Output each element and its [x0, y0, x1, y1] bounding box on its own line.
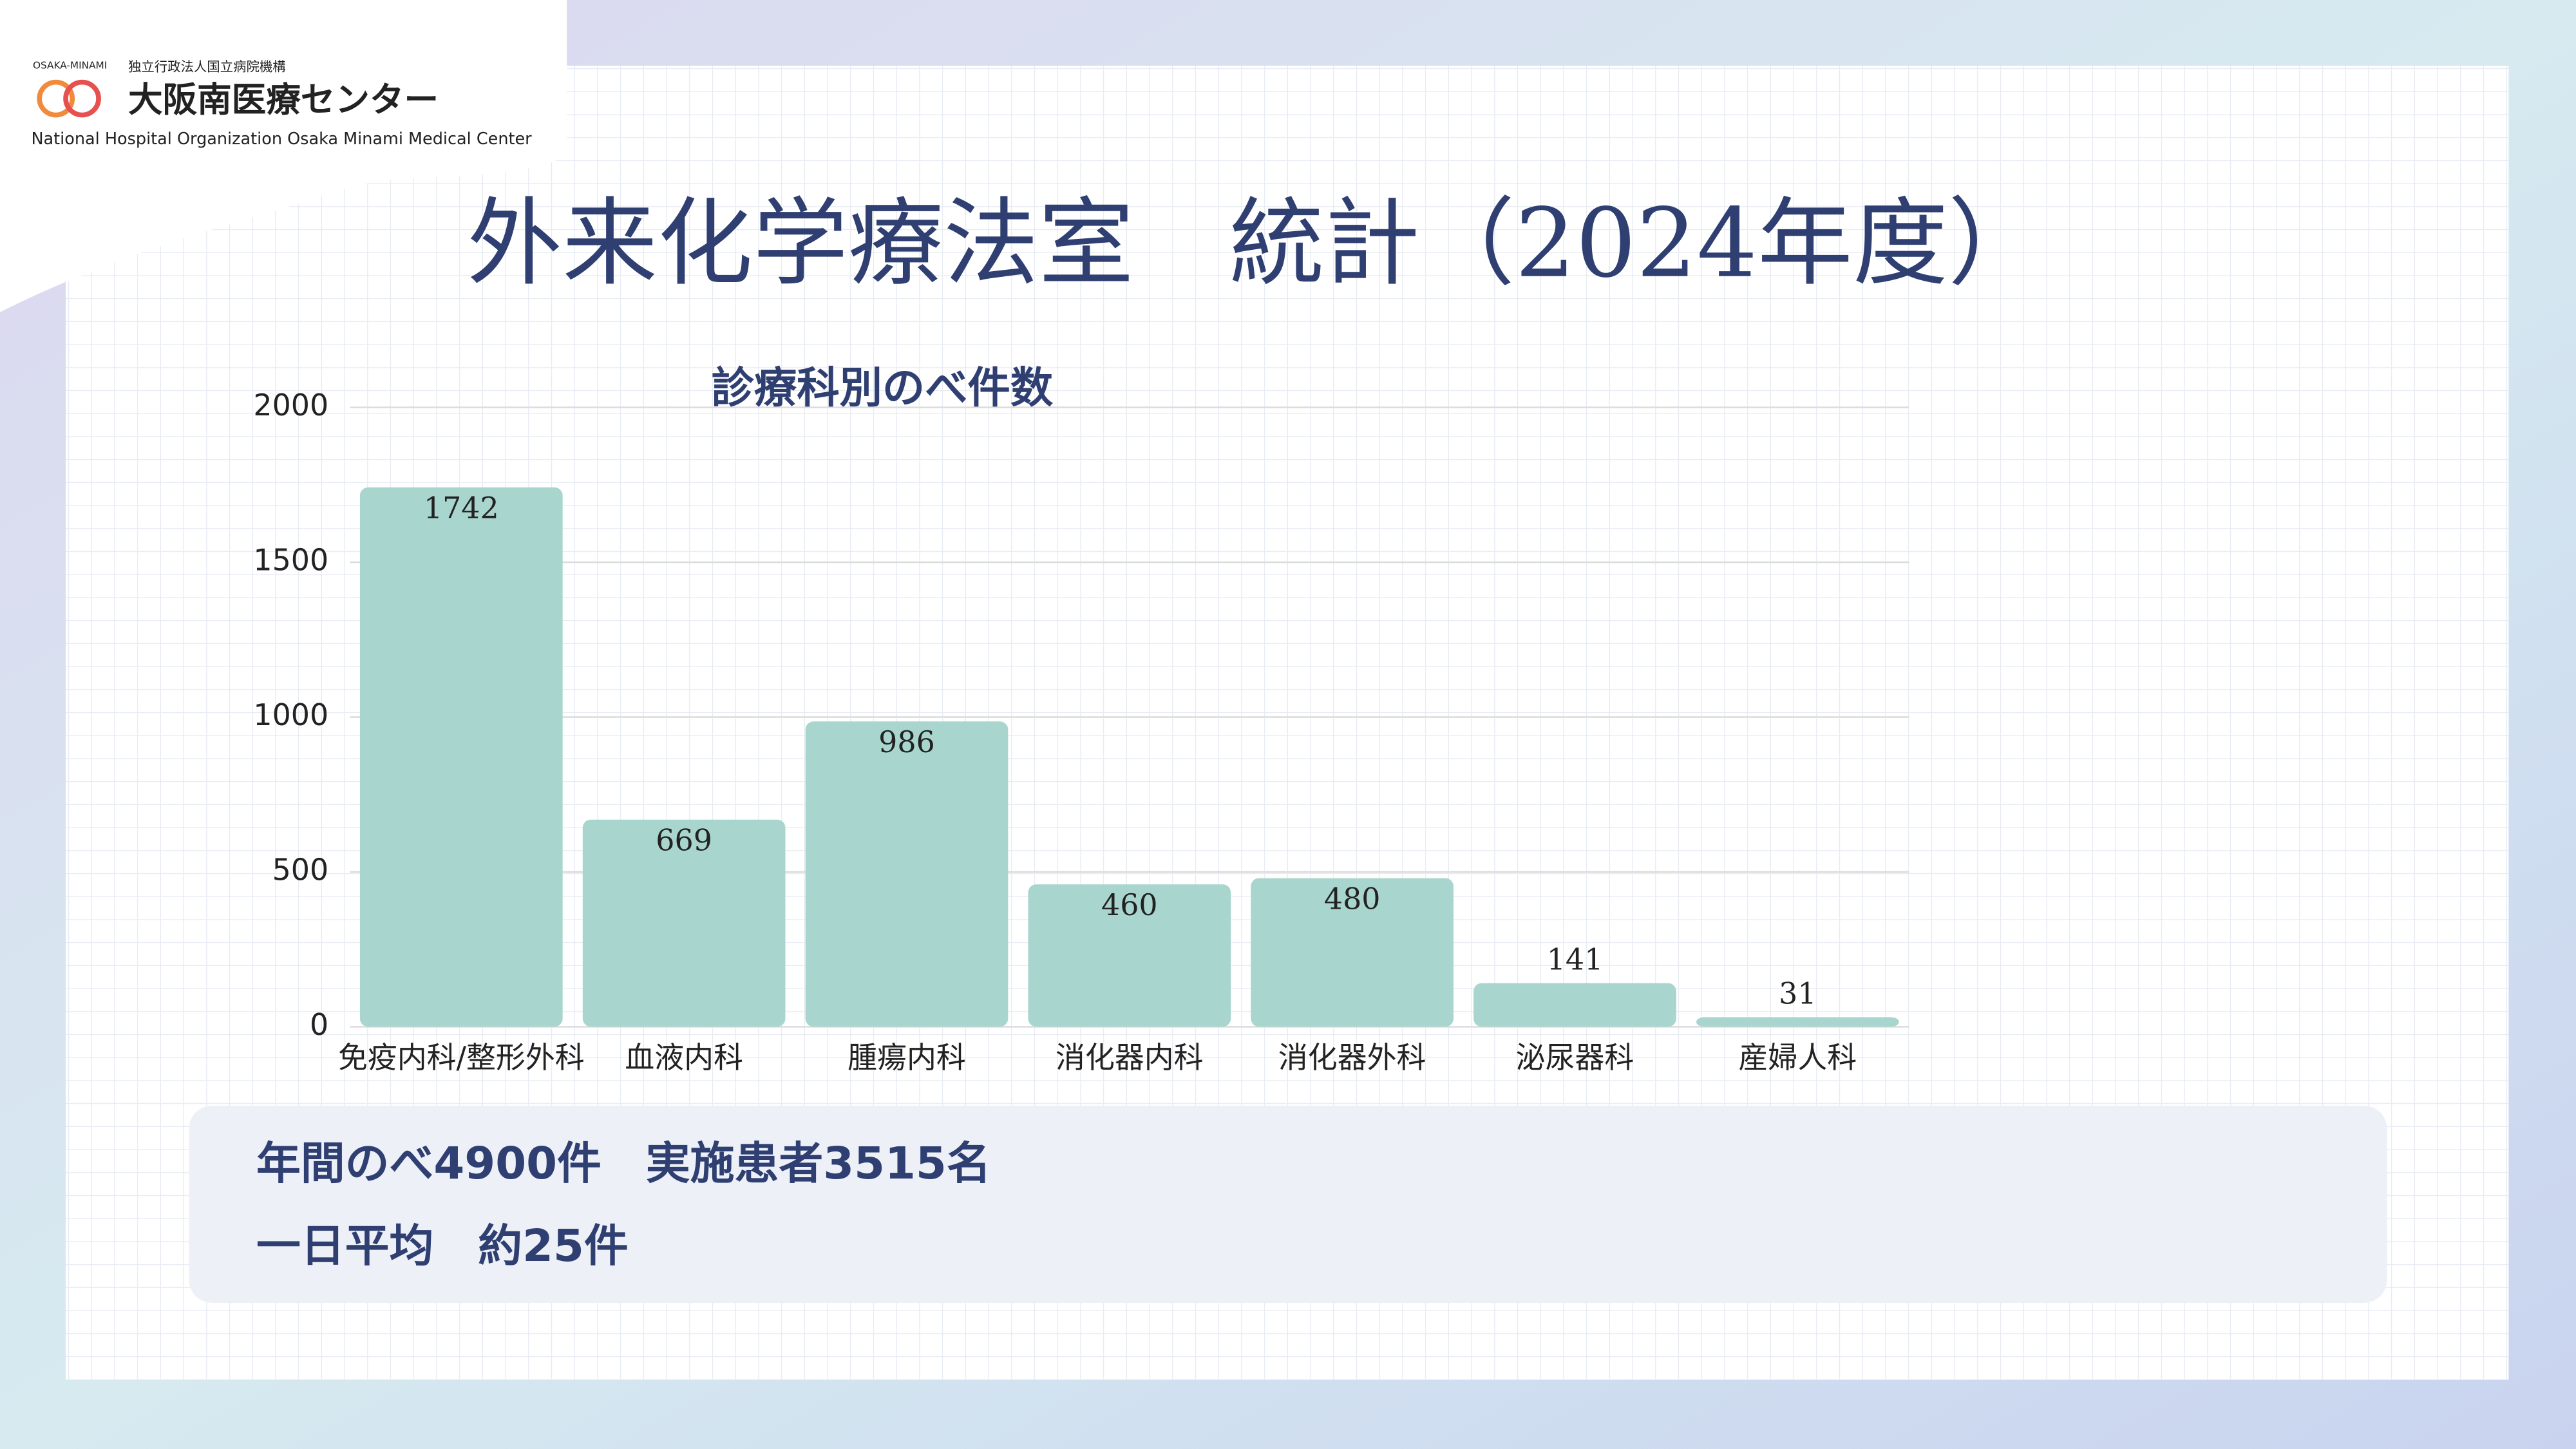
chart-title: 診療科別のべ件数: [712, 363, 1054, 413]
logo-mark: OSAKA-MINAMI: [33, 60, 107, 71]
y-tick-label: 1000: [253, 697, 328, 732]
x-tick-label: 消化器内科: [1056, 1040, 1204, 1075]
value-label: 141: [1547, 942, 1604, 976]
y-tick-label: 0: [310, 1007, 328, 1042]
logo-english: National Hospital Organization Osaka Min…: [31, 129, 532, 149]
bar: [1696, 1017, 1899, 1027]
logo-backdrop: [0, 0, 567, 312]
value-label: 986: [878, 724, 935, 759]
summary-line: 一日平均 約25件: [256, 1220, 629, 1272]
value-label: 31: [1779, 976, 1816, 1010]
value-label: 460: [1101, 887, 1158, 922]
x-tick-label: 血液内科: [625, 1040, 743, 1075]
summary-box: [189, 1105, 2387, 1303]
y-tick-label: 1500: [253, 543, 328, 578]
y-tick-label: 2000: [253, 388, 328, 422]
logo-icon: [37, 79, 101, 118]
slide-title: 外来化学療法室 統計（2024年度）: [467, 188, 2043, 299]
bar: [582, 819, 786, 1027]
x-tick-label: 泌尿器科: [1516, 1040, 1634, 1075]
value-label: 480: [1324, 881, 1381, 916]
value-label: 669: [656, 822, 712, 857]
x-tick-label: 産婦人科: [1739, 1040, 1857, 1075]
x-tick-label: 腫瘍内科: [848, 1040, 966, 1075]
summary-line: 年間のべ4900件 実施患者3515名: [256, 1138, 991, 1189]
logo-name: 大阪南医療センター: [128, 79, 439, 120]
value-label: 1742: [424, 490, 499, 525]
bar: [805, 721, 1009, 1027]
bar: [1251, 878, 1454, 1027]
y-tick-label: 500: [272, 852, 329, 887]
x-tick-label: 免疫内科/整形外科: [338, 1040, 585, 1075]
x-tick-label: 消化器外科: [1278, 1040, 1426, 1075]
logo-org: 独立行政法人国立病院機構: [128, 59, 286, 75]
bar: [359, 487, 563, 1027]
bar: [1473, 983, 1676, 1027]
bar: [1028, 884, 1231, 1027]
